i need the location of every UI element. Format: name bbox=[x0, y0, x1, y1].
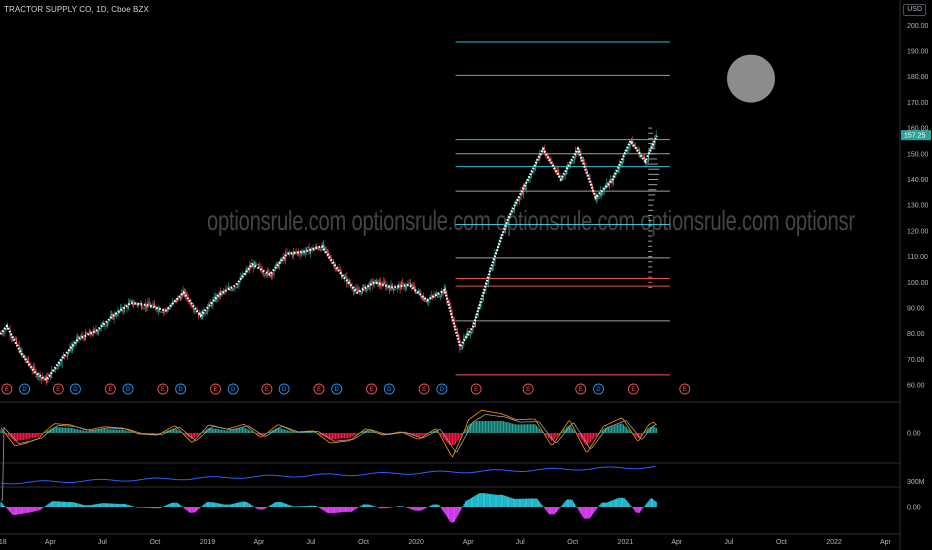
macd-axis-label: 0.00 bbox=[907, 431, 921, 438]
event-marker-e[interactable] bbox=[1, 383, 13, 395]
time-axis-tick: Jul bbox=[98, 539, 107, 546]
macd-line[interactable] bbox=[0, 409, 657, 458]
time-axis-tick: Oct bbox=[567, 539, 578, 546]
event-marker-label: E bbox=[56, 387, 60, 393]
event-marker-e[interactable] bbox=[679, 383, 691, 395]
time-axis-tick: Apr bbox=[880, 539, 892, 546]
price-axis-tick: 180.00 bbox=[907, 74, 929, 81]
oscillator-axis-label: 0.00 bbox=[907, 505, 921, 512]
event-marker-d[interactable] bbox=[122, 383, 134, 395]
price-axis-tick: 120.00 bbox=[907, 228, 929, 235]
event-marker-label: E bbox=[161, 387, 165, 393]
event-marker-e[interactable] bbox=[104, 383, 116, 395]
macd-signal-line[interactable] bbox=[0, 414, 657, 501]
event-marker-e[interactable] bbox=[313, 383, 325, 395]
event-marker-label: D bbox=[231, 387, 236, 393]
event-marker-d[interactable] bbox=[227, 383, 239, 395]
price-axis-tick: 150.00 bbox=[907, 151, 929, 158]
time-axis-tick: 2019 bbox=[200, 539, 216, 546]
price-axis-tick: 90.00 bbox=[907, 306, 925, 313]
event-marker-label: E bbox=[422, 387, 426, 393]
last-price-tag bbox=[901, 130, 931, 141]
time-axis-tick: Oct bbox=[358, 539, 369, 546]
time-axis-tick: 2021 bbox=[618, 539, 634, 546]
event-marker-d[interactable] bbox=[278, 383, 290, 395]
event-marker-label: E bbox=[526, 387, 530, 393]
price-axis-tick: 80.00 bbox=[907, 331, 925, 338]
event-marker-e[interactable] bbox=[261, 383, 273, 395]
event-marker-label: D bbox=[387, 387, 392, 393]
event-marker-label: E bbox=[474, 387, 478, 393]
event-marker-e[interactable] bbox=[522, 383, 534, 395]
event-marker-label: E bbox=[579, 387, 583, 393]
price-axis-tick: 130.00 bbox=[907, 203, 929, 210]
time-axis-tick: Apr bbox=[45, 539, 57, 546]
event-marker-label: D bbox=[440, 387, 445, 393]
event-marker-d[interactable] bbox=[383, 383, 395, 395]
time-axis-tick: Apr bbox=[463, 539, 475, 546]
time-axis-tick: Jul bbox=[724, 539, 733, 546]
event-marker-e[interactable] bbox=[157, 383, 169, 395]
event-marker-label: D bbox=[282, 387, 287, 393]
symbol-title: TRACTOR SUPPLY CO, 1D, Cboe BZX bbox=[4, 5, 149, 14]
watermark-text: optionsrule.com optionsrule.com optionsr… bbox=[207, 205, 855, 236]
event-marker-d[interactable] bbox=[593, 383, 604, 395]
event-marker-e[interactable] bbox=[470, 383, 482, 395]
price-axis-tick: 60.00 bbox=[907, 383, 925, 390]
event-marker-e[interactable] bbox=[52, 383, 64, 395]
time-axis-tick: 2018 bbox=[0, 539, 7, 546]
time-axis-tick: 2022 bbox=[826, 539, 842, 546]
volume-line[interactable] bbox=[0, 465, 656, 485]
event-marker-e[interactable] bbox=[210, 383, 221, 395]
event-marker-label: D bbox=[596, 387, 601, 393]
event-marker-d[interactable] bbox=[19, 383, 31, 395]
event-marker-d[interactable] bbox=[70, 383, 81, 395]
event-marker-label: E bbox=[317, 387, 321, 393]
event-marker-e[interactable] bbox=[575, 383, 587, 395]
event-marker-label: E bbox=[265, 387, 269, 393]
event-marker-label: D bbox=[335, 387, 340, 393]
price-axis-tick: 160.00 bbox=[907, 126, 929, 133]
event-marker-label: D bbox=[126, 387, 131, 393]
event-marker-e[interactable] bbox=[418, 383, 430, 395]
price-axis-tick: 110.00 bbox=[907, 254, 928, 261]
last-price-label: 157.25 bbox=[904, 133, 926, 140]
time-axis-tick: Oct bbox=[776, 539, 787, 546]
time-axis-tick: Apr bbox=[253, 539, 265, 546]
event-marker-label: E bbox=[108, 387, 112, 393]
time-axis-tick: 2020 bbox=[408, 539, 424, 546]
event-marker-label: E bbox=[5, 387, 9, 393]
price-axis-tick: 200.00 bbox=[907, 23, 929, 30]
event-marker-label: D bbox=[22, 387, 27, 393]
time-axis-tick: Jul bbox=[306, 539, 315, 546]
price-axis-tick: 170.00 bbox=[907, 100, 929, 107]
target-circle[interactable] bbox=[727, 54, 775, 103]
moving-average-line[interactable] bbox=[0, 135, 658, 382]
currency-badge[interactable]: USD bbox=[903, 4, 926, 16]
event-marker-label: E bbox=[213, 387, 217, 393]
event-marker-label: E bbox=[683, 387, 687, 393]
price-axis-tick: 100.00 bbox=[907, 280, 929, 287]
event-marker-e[interactable] bbox=[627, 383, 639, 395]
event-marker-label: D bbox=[178, 387, 183, 393]
event-marker-label: E bbox=[370, 387, 374, 393]
volume-axis-label: 300M bbox=[907, 479, 925, 486]
price-axis-tick: 70.00 bbox=[907, 357, 925, 364]
event-marker-d[interactable] bbox=[331, 383, 343, 395]
event-marker-e[interactable] bbox=[366, 383, 377, 395]
price-axis-tick: 190.00 bbox=[907, 49, 929, 56]
event-marker-d[interactable] bbox=[175, 383, 187, 395]
event-marker-label: D bbox=[73, 387, 78, 393]
price-axis-tick: 140.00 bbox=[907, 177, 929, 184]
time-axis-tick: Oct bbox=[149, 539, 160, 546]
time-axis-tick: Apr bbox=[671, 539, 683, 546]
time-axis-tick: Jul bbox=[516, 539, 525, 546]
event-marker-label: E bbox=[631, 387, 635, 393]
event-marker-d[interactable] bbox=[436, 383, 448, 395]
